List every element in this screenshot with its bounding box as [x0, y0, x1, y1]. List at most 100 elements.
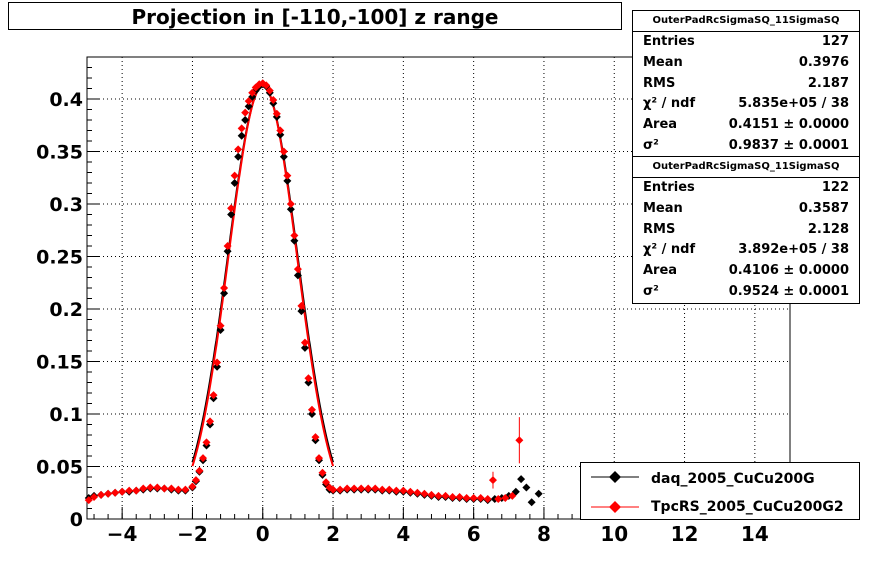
data-point-tpcrs	[427, 490, 436, 499]
y-tick-label: 0.25	[36, 247, 83, 269]
stats-box-daq: OuterPadRcSigmaSQ_11SigmaSQ Entries 127 Mea…	[632, 10, 860, 158]
data-point-tpcrs	[216, 321, 225, 330]
stats-box-tpcrs: OuterPadRcSigmaSQ_11SigmaSQ Entries 122 Mea…	[632, 156, 860, 304]
data-point-tpcrs	[300, 338, 309, 347]
y-tick-labels: 0 0.05 0.1 0.15 0.2 0.25 0.3 0.35 0.4	[36, 89, 83, 531]
stats-value: 0.3976	[798, 54, 849, 70]
data-point-tpcrs	[293, 265, 302, 274]
data-point-daq	[304, 378, 313, 387]
x-tick-label: 14	[741, 522, 769, 546]
data-point-tpcrs	[343, 484, 352, 493]
data-point-daq	[290, 236, 299, 245]
chart-title: Projection in [-110,-100] z range	[8, 2, 622, 30]
stats-key: Entries	[643, 180, 695, 195]
legend-label-daq: daq_2005_CuCu200G	[651, 471, 815, 487]
data-point-daq	[241, 116, 250, 124]
data-point-daq	[307, 410, 316, 418]
data-point-tpcrs	[469, 494, 478, 502]
x-tick-label: 0	[256, 522, 270, 546]
legend-label-tpcrs: TpcRS_2005_CuCu200G2	[651, 499, 844, 515]
data-point-tpcrs	[146, 483, 155, 492]
data-point-tpcrs	[413, 488, 422, 497]
legend-marker-tpcrs	[591, 501, 639, 513]
data-point-daq	[220, 289, 229, 298]
y-tick-label: 0.15	[36, 352, 83, 374]
data-point-tpcrs	[111, 488, 120, 497]
data-point-tpcrs	[290, 231, 299, 240]
data-point-tpcrs	[364, 484, 373, 493]
stats-row: Mean 0.3976	[633, 53, 859, 74]
data-point-tpcrs	[220, 284, 229, 292]
stats-title: OuterPadRcSigmaSQ_11SigmaSQ	[633, 157, 859, 178]
data-point-tpcrs	[125, 486, 134, 495]
stats-row: Area 0.4151 ± 0.0000	[633, 115, 859, 136]
data-point-tpcrs	[167, 484, 176, 493]
data-point-tpcrs	[357, 484, 366, 493]
data-point-tpcrs	[241, 108, 250, 117]
x-tick-label: −2	[177, 522, 208, 546]
x-tick-label: 6	[467, 522, 481, 546]
stats-value: 0.9837 ± 0.0001	[728, 137, 849, 153]
data-point-tpcrs	[269, 96, 278, 105]
stats-key: Area	[643, 117, 678, 133]
data-point-tpcrs	[515, 436, 524, 445]
data-point-daq	[293, 271, 302, 280]
data-point-daq	[297, 307, 306, 316]
x-tick-label: 12	[671, 522, 699, 546]
x-tick-labels: −4 −2 0 2 4 6 8 10 12 14	[107, 522, 769, 546]
data-point-tpcrs	[84, 496, 93, 505]
stats-value: 3.892e+05 / 38	[738, 242, 849, 258]
data-point-daq	[522, 483, 531, 492]
data-point-tpcrs	[399, 486, 408, 495]
stats-key: RMS	[643, 75, 676, 91]
data-point-tpcrs	[174, 485, 183, 494]
data-point-tpcrs	[304, 374, 313, 383]
data-point-tpcrs	[265, 86, 274, 95]
data-point-daq	[227, 210, 236, 219]
stats-value: 0.4106 ± 0.0000	[728, 263, 849, 279]
data-point-tpcrs	[97, 490, 106, 499]
data-point-daq	[300, 343, 309, 352]
data-point-tpcrs	[191, 476, 200, 485]
x-tick-label: 4	[396, 522, 410, 546]
stats-key: χ² / ndf	[643, 96, 696, 112]
legend-marker-daq	[591, 471, 639, 483]
data-points	[84, 79, 543, 507]
data-point-daq	[216, 326, 225, 334]
data-point-tpcrs	[234, 145, 243, 154]
data-point-tpcrs	[90, 492, 99, 501]
data-point-tpcrs	[508, 491, 517, 500]
stats-value: 127	[821, 34, 849, 49]
x-tick-label: 2	[326, 522, 340, 546]
data-point-tpcrs	[311, 433, 320, 442]
data-point-daq	[244, 102, 253, 111]
legend-item-daq: daq_2005_CuCu200G	[581, 465, 859, 493]
stats-row: Mean 0.3587	[633, 199, 859, 220]
data-point-tpcrs	[434, 491, 443, 500]
stats-row: RMS 2.187	[633, 74, 859, 95]
data-point-tpcrs	[227, 204, 236, 213]
data-point-daq	[230, 179, 239, 187]
data-point-tpcrs	[188, 482, 197, 491]
data-point-daq	[276, 130, 285, 139]
data-point-tpcrs	[483, 495, 492, 504]
plot-frame	[86, 56, 791, 520]
stats-title: OuterPadRcSigmaSQ_11SigmaSQ	[633, 11, 859, 32]
data-point-daq	[527, 498, 536, 507]
data-point-tpcrs	[286, 200, 295, 208]
data-point-daq	[283, 176, 292, 185]
y-tick-label: 0	[70, 509, 83, 531]
data-point-tpcrs	[455, 492, 464, 501]
y-tick-label: 0.3	[49, 194, 83, 216]
data-point-tpcrs	[118, 487, 127, 496]
data-point-tpcrs	[276, 126, 285, 135]
data-point-daq	[279, 152, 288, 161]
data-point-tpcrs	[476, 494, 485, 502]
data-point-tpcrs	[248, 88, 257, 97]
data-point-tpcrs	[206, 417, 215, 426]
data-point-tpcrs	[272, 109, 281, 118]
data-point-tpcrs	[314, 454, 323, 463]
x-tick-label: 8	[537, 522, 551, 546]
data-point-tpcrs	[501, 494, 510, 502]
stats-key: σ²	[643, 137, 659, 153]
